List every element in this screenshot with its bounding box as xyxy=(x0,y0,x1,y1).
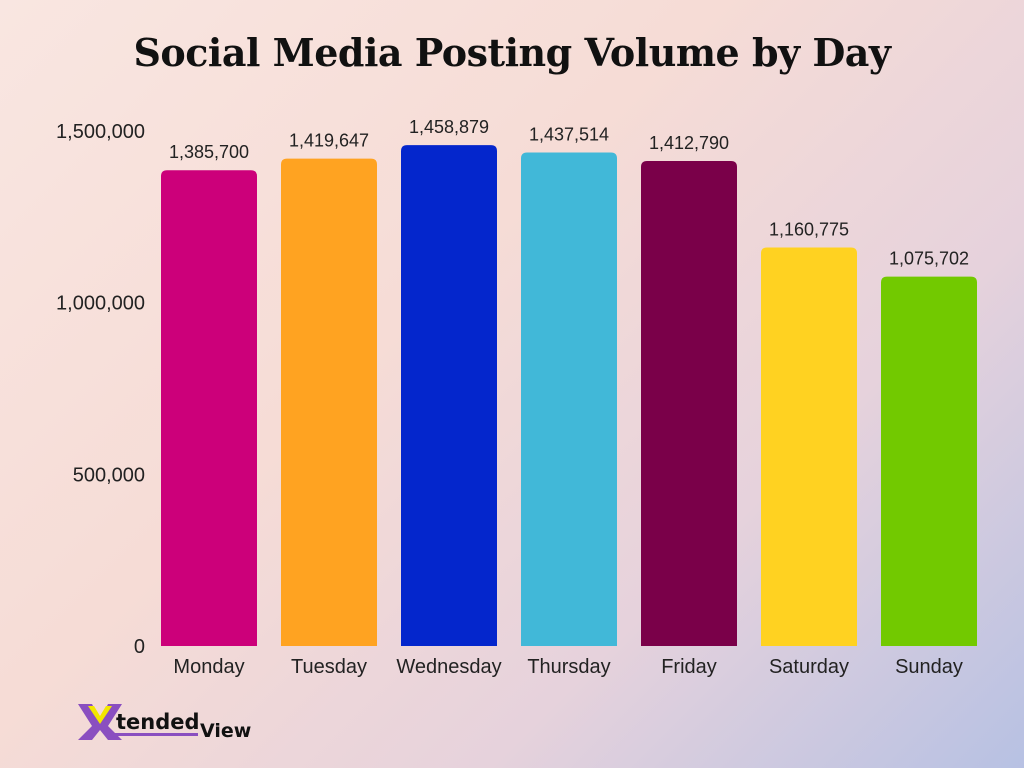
bar-friday xyxy=(641,160,737,647)
x-tick-label: Friday xyxy=(661,656,717,678)
bar-thursday xyxy=(521,152,617,646)
y-tick-label: 1,000,000 xyxy=(56,293,145,315)
svg-text:View: View xyxy=(200,720,251,742)
data-label: 1,437,514 xyxy=(529,124,609,144)
data-label: 1,419,647 xyxy=(289,131,369,151)
x-tick-label: Sunday xyxy=(895,656,963,678)
svg-text:tended: tended xyxy=(116,710,200,734)
x-tick-label: Wednesday xyxy=(396,656,501,678)
data-label: 1,412,790 xyxy=(649,133,729,153)
chart-title: Social Media Posting Volume by Day xyxy=(133,30,891,75)
data-label: 1,075,702 xyxy=(889,249,969,269)
x-tick-label: Tuesday xyxy=(291,656,367,678)
x-tick-label: Saturday xyxy=(769,656,849,678)
x-tick-label: Monday xyxy=(173,656,244,678)
data-label: 1,458,879 xyxy=(409,117,489,137)
y-tick-label: 0 xyxy=(134,636,145,658)
x-tick-label: Thursday xyxy=(527,656,610,678)
bar-saturday xyxy=(761,247,857,646)
data-label: 1,160,775 xyxy=(769,219,849,239)
data-label: 1,385,700 xyxy=(169,142,249,162)
bar-tuesday xyxy=(281,158,377,646)
bar-wednesday xyxy=(401,145,497,646)
bar-sunday xyxy=(881,276,977,646)
xtendedview-logo: tended View xyxy=(78,702,268,747)
y-tick-label: 1,500,000 xyxy=(56,121,145,143)
bar-monday xyxy=(161,170,257,647)
y-tick-label: 500,000 xyxy=(73,464,145,486)
